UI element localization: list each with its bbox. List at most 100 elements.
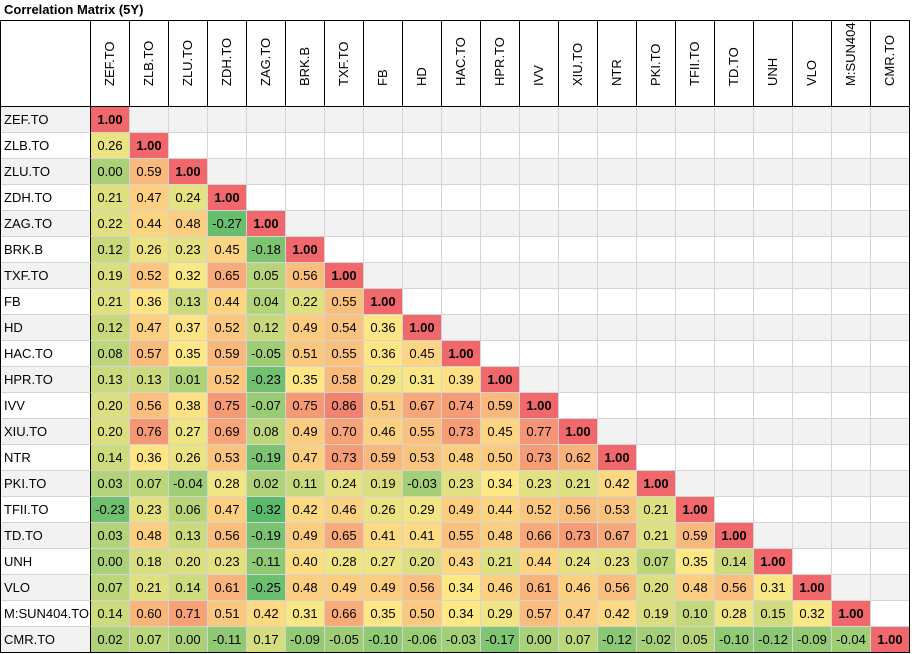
empty-cell[interactable]: [403, 159, 442, 185]
correlation-value-cell[interactable]: 0.67: [403, 393, 442, 419]
empty-cell[interactable]: [715, 185, 754, 211]
correlation-value-cell[interactable]: 0.22: [286, 289, 325, 315]
empty-cell[interactable]: [559, 289, 598, 315]
diagonal-value-cell[interactable]: 1.00: [286, 237, 325, 263]
empty-cell[interactable]: [676, 133, 715, 159]
correlation-value-cell[interactable]: 0.46: [481, 575, 520, 601]
correlation-value-cell[interactable]: 0.21: [91, 185, 130, 211]
correlation-value-cell[interactable]: 0.00: [169, 627, 208, 653]
column-header[interactable]: TD.TO: [715, 20, 754, 107]
empty-cell[interactable]: [832, 471, 871, 497]
empty-cell[interactable]: [403, 133, 442, 159]
empty-cell[interactable]: [481, 315, 520, 341]
empty-cell[interactable]: [793, 549, 832, 575]
correlation-value-cell[interactable]: 0.13: [91, 367, 130, 393]
empty-cell[interactable]: [442, 237, 481, 263]
correlation-value-cell[interactable]: 0.36: [364, 315, 403, 341]
empty-cell[interactable]: [520, 133, 559, 159]
empty-cell[interactable]: [715, 471, 754, 497]
empty-cell[interactable]: [442, 133, 481, 159]
correlation-value-cell[interactable]: 0.04: [247, 289, 286, 315]
empty-cell[interactable]: [754, 367, 793, 393]
empty-cell[interactable]: [754, 341, 793, 367]
empty-cell[interactable]: [520, 211, 559, 237]
empty-cell[interactable]: [793, 133, 832, 159]
correlation-value-cell[interactable]: 0.41: [403, 523, 442, 549]
empty-cell[interactable]: [676, 237, 715, 263]
correlation-value-cell[interactable]: 0.11: [286, 471, 325, 497]
empty-cell[interactable]: [637, 315, 676, 341]
correlation-value-cell[interactable]: -0.04: [832, 627, 871, 653]
correlation-value-cell[interactable]: 0.47: [559, 601, 598, 627]
empty-cell[interactable]: [559, 263, 598, 289]
empty-cell[interactable]: [871, 341, 910, 367]
correlation-value-cell[interactable]: 0.38: [169, 393, 208, 419]
empty-cell[interactable]: [403, 237, 442, 263]
empty-cell[interactable]: [169, 133, 208, 159]
empty-cell[interactable]: [871, 237, 910, 263]
correlation-value-cell[interactable]: 0.65: [208, 263, 247, 289]
correlation-value-cell[interactable]: 0.23: [169, 237, 208, 263]
correlation-value-cell[interactable]: 0.00: [91, 549, 130, 575]
empty-cell[interactable]: [793, 497, 832, 523]
correlation-value-cell[interactable]: 0.14: [715, 549, 754, 575]
correlation-value-cell[interactable]: -0.02: [637, 627, 676, 653]
correlation-value-cell[interactable]: 0.32: [169, 263, 208, 289]
empty-cell[interactable]: [871, 211, 910, 237]
row-header[interactable]: IVV: [0, 393, 91, 419]
correlation-value-cell[interactable]: -0.18: [247, 237, 286, 263]
empty-cell[interactable]: [832, 575, 871, 601]
correlation-value-cell[interactable]: 0.48: [442, 445, 481, 471]
empty-cell[interactable]: [520, 237, 559, 263]
correlation-value-cell[interactable]: 0.26: [364, 497, 403, 523]
correlation-value-cell[interactable]: 0.06: [169, 497, 208, 523]
correlation-value-cell[interactable]: 0.48: [481, 523, 520, 549]
correlation-value-cell[interactable]: -0.10: [364, 627, 403, 653]
correlation-value-cell[interactable]: 0.42: [598, 601, 637, 627]
empty-cell[interactable]: [364, 211, 403, 237]
diagonal-value-cell[interactable]: 1.00: [403, 315, 442, 341]
empty-cell[interactable]: [325, 133, 364, 159]
row-header[interactable]: NTR: [0, 445, 91, 471]
correlation-value-cell[interactable]: 0.55: [325, 289, 364, 315]
correlation-value-cell[interactable]: 0.53: [598, 497, 637, 523]
empty-cell[interactable]: [208, 133, 247, 159]
empty-cell[interactable]: [793, 523, 832, 549]
diagonal-value-cell[interactable]: 1.00: [598, 445, 637, 471]
empty-cell[interactable]: [793, 263, 832, 289]
empty-cell[interactable]: [559, 341, 598, 367]
empty-cell[interactable]: [637, 237, 676, 263]
correlation-value-cell[interactable]: 0.49: [442, 497, 481, 523]
correlation-value-cell[interactable]: 0.35: [286, 367, 325, 393]
correlation-value-cell[interactable]: 0.67: [598, 523, 637, 549]
empty-cell[interactable]: [793, 419, 832, 445]
correlation-value-cell[interactable]: 0.57: [130, 341, 169, 367]
empty-cell[interactable]: [520, 367, 559, 393]
column-header[interactable]: HPR.TO: [481, 20, 520, 107]
empty-cell[interactable]: [832, 419, 871, 445]
empty-cell[interactable]: [793, 315, 832, 341]
correlation-value-cell[interactable]: 0.12: [91, 237, 130, 263]
correlation-value-cell[interactable]: -0.10: [715, 627, 754, 653]
empty-cell[interactable]: [676, 419, 715, 445]
empty-cell[interactable]: [832, 263, 871, 289]
column-header[interactable]: HD: [403, 20, 442, 107]
correlation-value-cell[interactable]: 0.56: [598, 575, 637, 601]
empty-cell[interactable]: [637, 341, 676, 367]
diagonal-value-cell[interactable]: 1.00: [793, 575, 832, 601]
empty-cell[interactable]: [832, 393, 871, 419]
correlation-value-cell[interactable]: 0.12: [91, 315, 130, 341]
correlation-value-cell[interactable]: 0.53: [403, 445, 442, 471]
correlation-value-cell[interactable]: -0.11: [208, 627, 247, 653]
empty-cell[interactable]: [676, 341, 715, 367]
column-header[interactable]: ZAG.TO: [247, 20, 286, 107]
diagonal-value-cell[interactable]: 1.00: [520, 393, 559, 419]
empty-cell[interactable]: [481, 107, 520, 133]
correlation-value-cell[interactable]: 0.52: [208, 367, 247, 393]
correlation-value-cell[interactable]: 0.46: [325, 497, 364, 523]
empty-cell[interactable]: [676, 211, 715, 237]
empty-cell[interactable]: [247, 159, 286, 185]
empty-cell[interactable]: [598, 341, 637, 367]
empty-cell[interactable]: [676, 367, 715, 393]
correlation-value-cell[interactable]: 0.47: [130, 185, 169, 211]
